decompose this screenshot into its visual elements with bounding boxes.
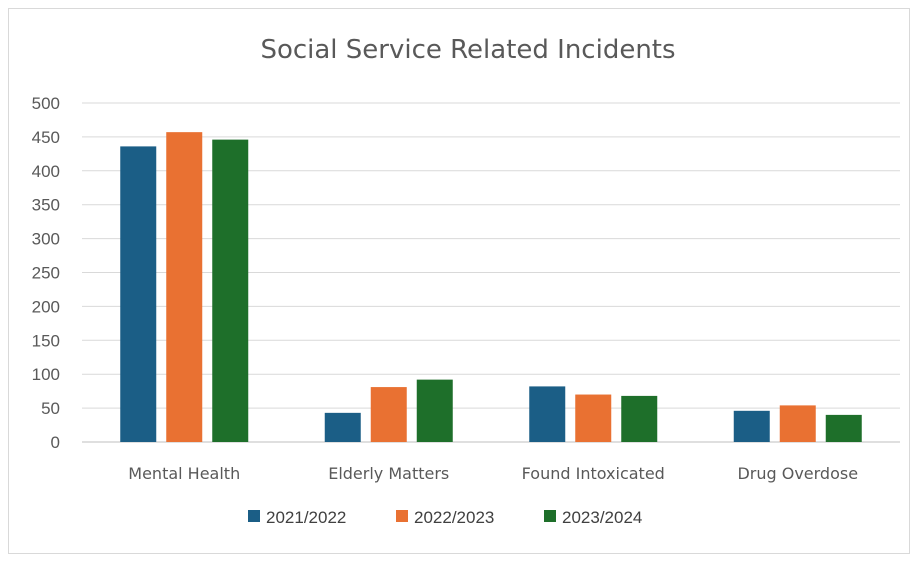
bar — [825, 414, 862, 442]
bar — [416, 379, 453, 442]
x-axis-labels: Mental Health Elderly Matters Found Intoxi… — [128, 464, 858, 483]
legend-label: 2022/2023 — [414, 508, 494, 527]
y-tick-label: 0 — [51, 433, 60, 452]
chart-frame — [8, 8, 910, 554]
y-tick-label: 100 — [32, 365, 60, 384]
legend-swatch — [396, 510, 408, 522]
y-tick-label: 350 — [32, 196, 60, 215]
bar — [370, 387, 407, 442]
legend-label: 2021/2022 — [266, 508, 346, 527]
y-tick-label: 50 — [41, 399, 60, 418]
bars — [120, 132, 862, 443]
y-tick-label: 500 — [32, 94, 60, 113]
chart-title: Social Service Related Incidents — [260, 35, 675, 65]
legend-swatch — [248, 510, 260, 522]
x-tick-label: Drug Overdose — [737, 464, 858, 483]
y-tick-label: 200 — [32, 297, 60, 316]
bar — [120, 146, 157, 442]
x-tick-label: Elderly Matters — [328, 464, 449, 483]
bar — [575, 394, 612, 442]
y-tick-label: 150 — [32, 331, 60, 350]
legend-label: 2023/2024 — [562, 508, 642, 527]
bar — [324, 412, 361, 442]
y-tick-label: 250 — [32, 264, 60, 283]
x-tick-label: Found Intoxicated — [522, 464, 665, 483]
bar — [212, 139, 249, 442]
legend: 2021/2022 2022/2023 2023/2024 — [248, 508, 642, 527]
bar — [529, 386, 566, 442]
y-tick-label: 400 — [32, 162, 60, 181]
bar — [166, 132, 203, 443]
y-axis-labels: 0 50 100 150 200 250 300 350 400 450 500 — [32, 94, 60, 452]
bar — [621, 395, 658, 442]
y-tick-label: 300 — [32, 230, 60, 249]
gridlines — [82, 102, 900, 443]
y-tick-label: 450 — [32, 128, 60, 147]
bar — [733, 410, 770, 442]
legend-swatch — [544, 510, 556, 522]
x-tick-label: Mental Health — [128, 464, 240, 483]
bar — [779, 405, 816, 442]
